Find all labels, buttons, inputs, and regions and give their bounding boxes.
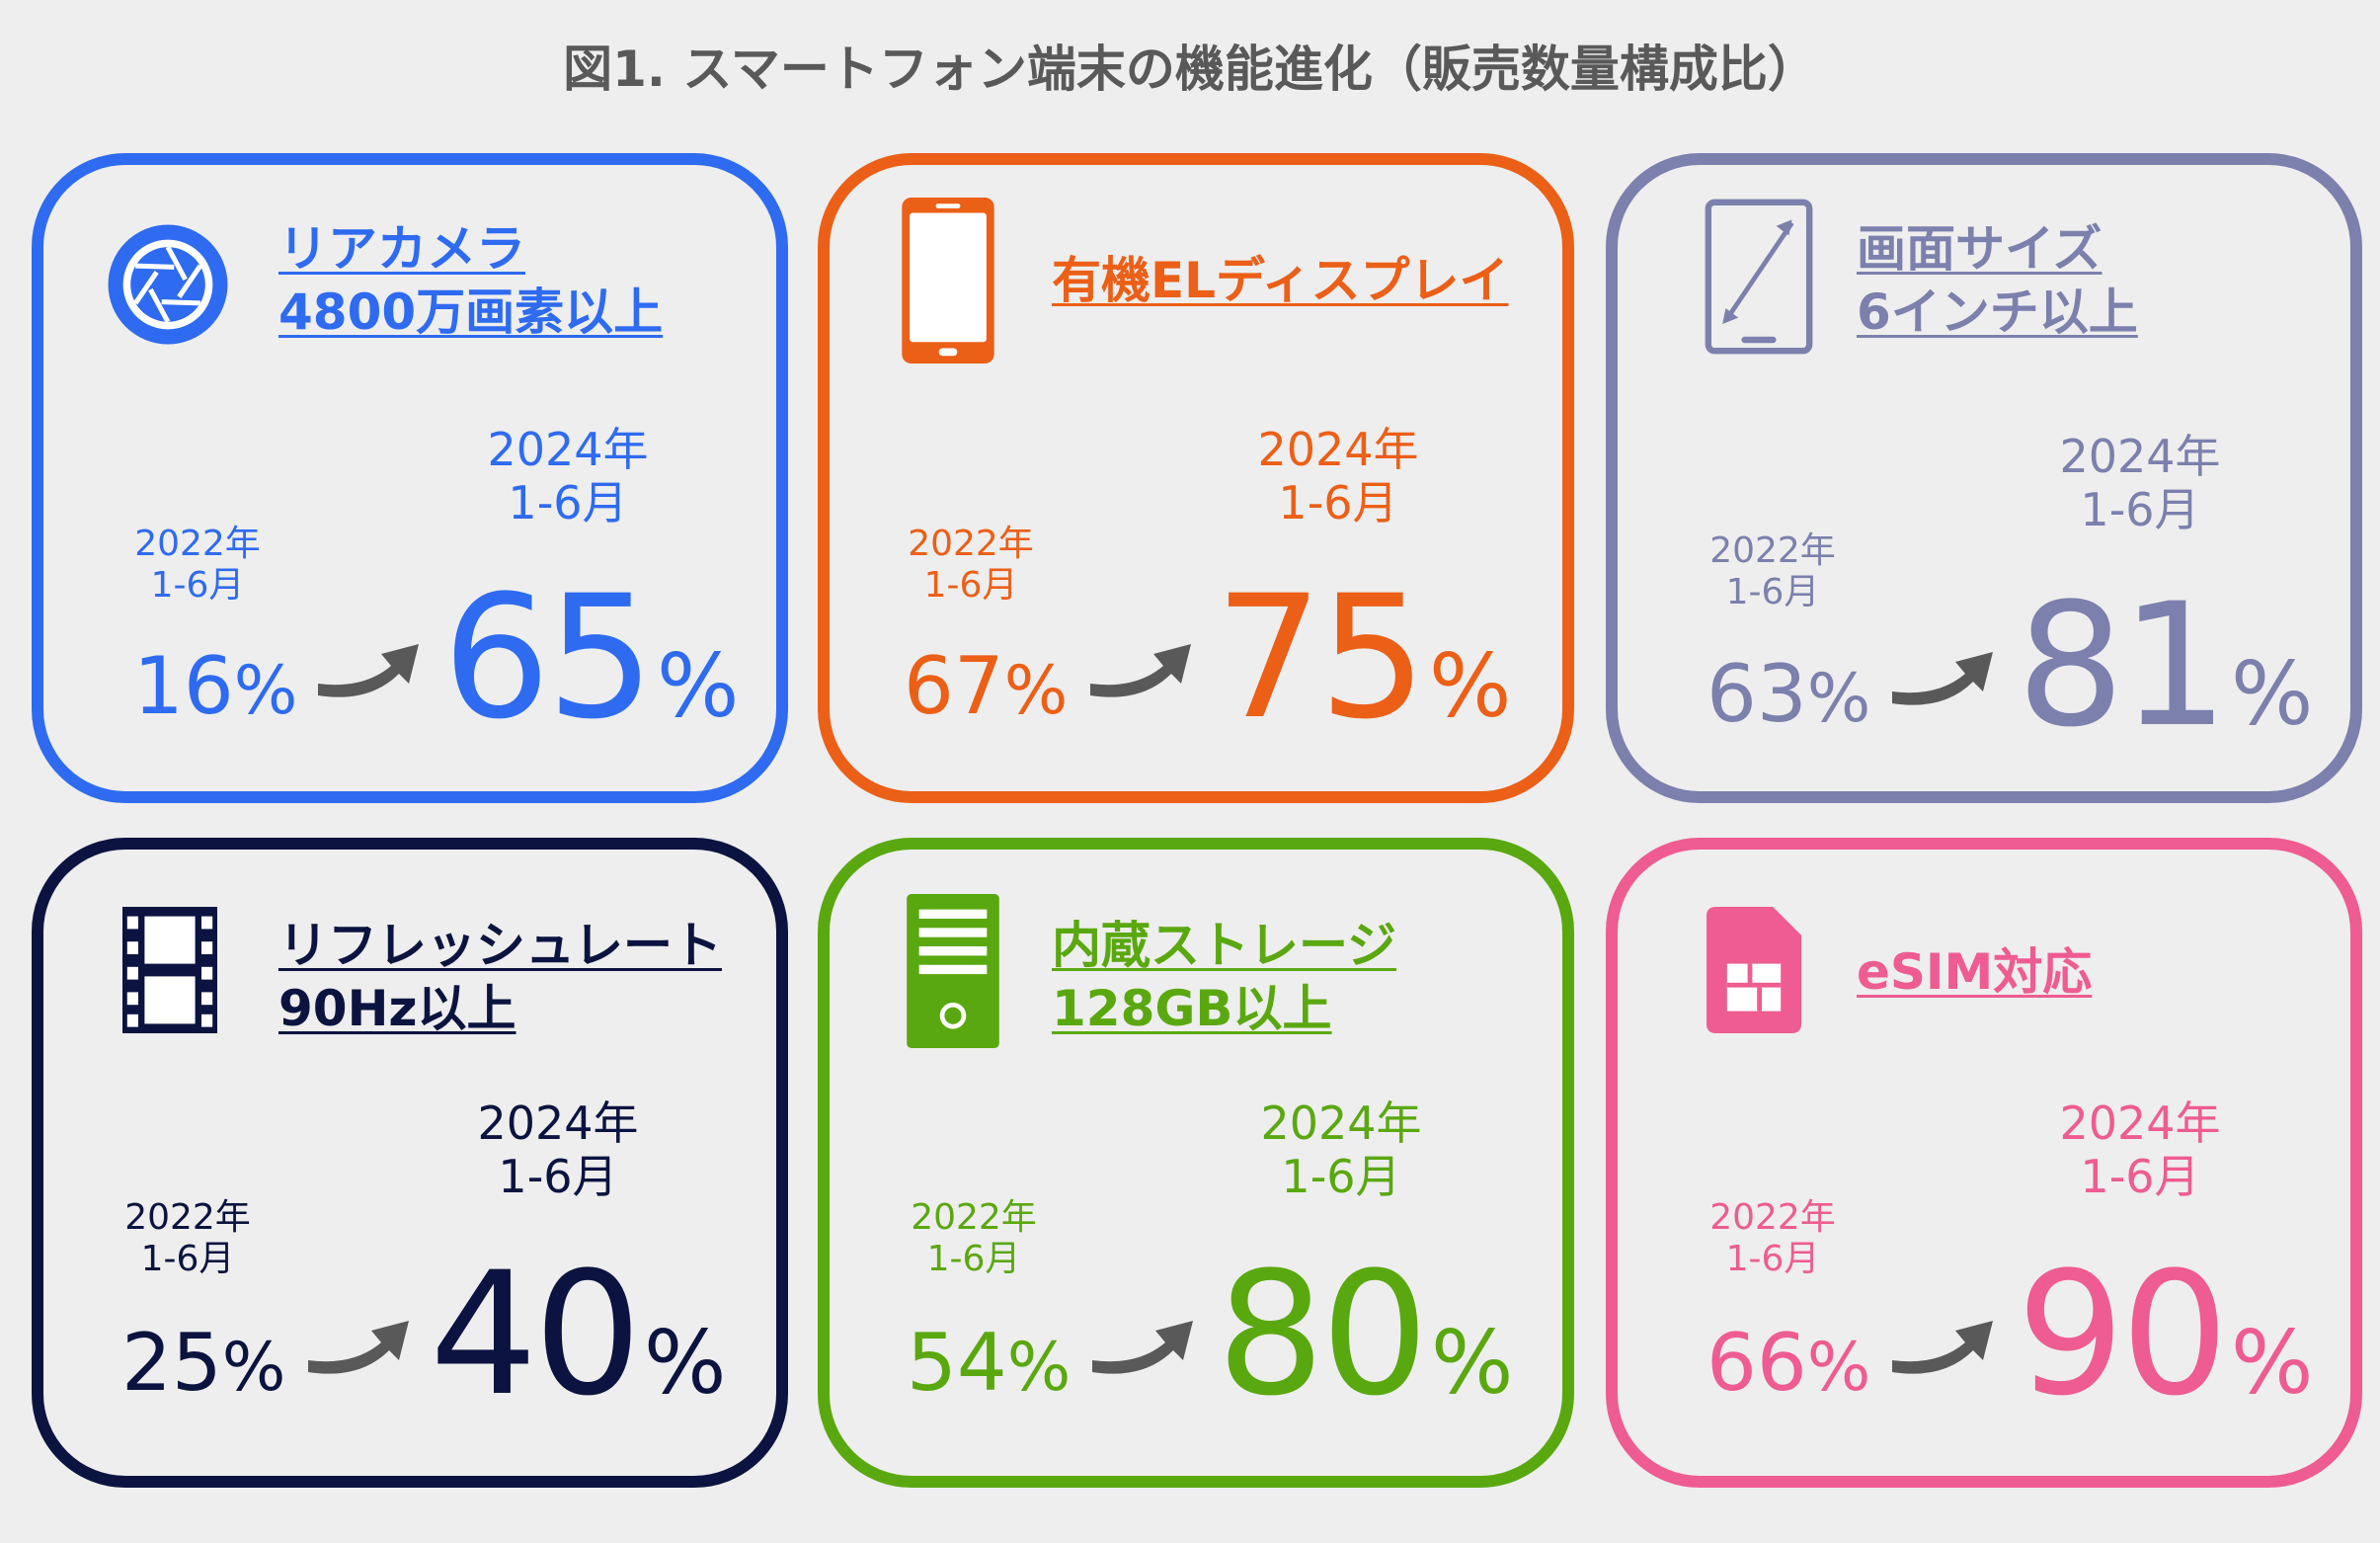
period-2024: 2024年 1-6月	[1260, 1096, 1422, 1203]
value-2022: 16%	[133, 640, 298, 732]
card-screen-size	[1606, 153, 2362, 803]
value-2024: 90%	[2017, 1235, 2314, 1433]
label-rear-camera: リアカメラ 4800万画素以上	[278, 220, 664, 341]
period-2024: 2024年 1-6月	[1257, 423, 1419, 529]
period-2024: 2024年 1-6月	[477, 1096, 639, 1203]
label-internal-storage: 内蔵ストレージ 128GB以上	[1052, 917, 1396, 1037]
trend-arrow-icon	[1888, 640, 1997, 709]
trend-arrow-icon	[1086, 632, 1195, 701]
period-2024: 2024年 1-6月	[487, 423, 649, 529]
period-2022: 2022年 1-6月	[1709, 1197, 1836, 1279]
label-screen-size: 画面サイズ 6インチ以上	[1857, 220, 2138, 341]
period-2022: 2022年 1-6月	[911, 1197, 1037, 1279]
label-refresh-rate: リフレッシュレート 90Hz以上	[278, 917, 722, 1037]
value-2024: 81%	[2017, 566, 2314, 765]
film-strip-icon	[121, 907, 218, 1033]
server-tower-icon	[907, 894, 999, 1048]
label-esim: eSIM対応	[1857, 943, 2093, 1001]
value-2022: 66%	[1706, 1317, 1871, 1409]
value-2024: 80%	[1217, 1235, 1514, 1433]
period-2022: 2022年 1-6月	[1709, 530, 1836, 612]
period-2024: 2024年 1-6月	[2059, 1096, 2221, 1203]
page-title: 図1. スマートフォン端末の機能進化（販売数量構成比）	[563, 41, 1817, 98]
card-oled-display	[818, 153, 1574, 803]
tablet-resize-icon	[1704, 198, 1814, 356]
value-2022: 63%	[1706, 648, 1871, 740]
sim-card-icon	[1706, 907, 1801, 1033]
trend-arrow-icon	[1088, 1309, 1197, 1378]
value-2022: 54%	[907, 1317, 1071, 1409]
trend-arrow-icon	[1888, 1309, 1997, 1378]
period-2024: 2024年 1-6月	[2059, 430, 2221, 536]
trend-arrow-icon	[304, 1309, 413, 1378]
value-2022: 25%	[121, 1317, 286, 1409]
period-2022: 2022年 1-6月	[908, 524, 1034, 606]
label-oled-display: 有機ELディスプレイ	[1052, 252, 1509, 309]
value-2022: 67%	[904, 640, 1069, 732]
value-2024: 75%	[1215, 558, 1512, 757]
period-2022: 2022年 1-6月	[124, 1197, 251, 1279]
camera-shutter-icon	[106, 222, 230, 347]
smartphone-icon	[902, 198, 994, 364]
value-2024: 65%	[442, 558, 740, 757]
period-2022: 2022年 1-6月	[134, 524, 261, 606]
trend-arrow-icon	[314, 632, 423, 701]
value-2024: 40%	[430, 1235, 727, 1433]
